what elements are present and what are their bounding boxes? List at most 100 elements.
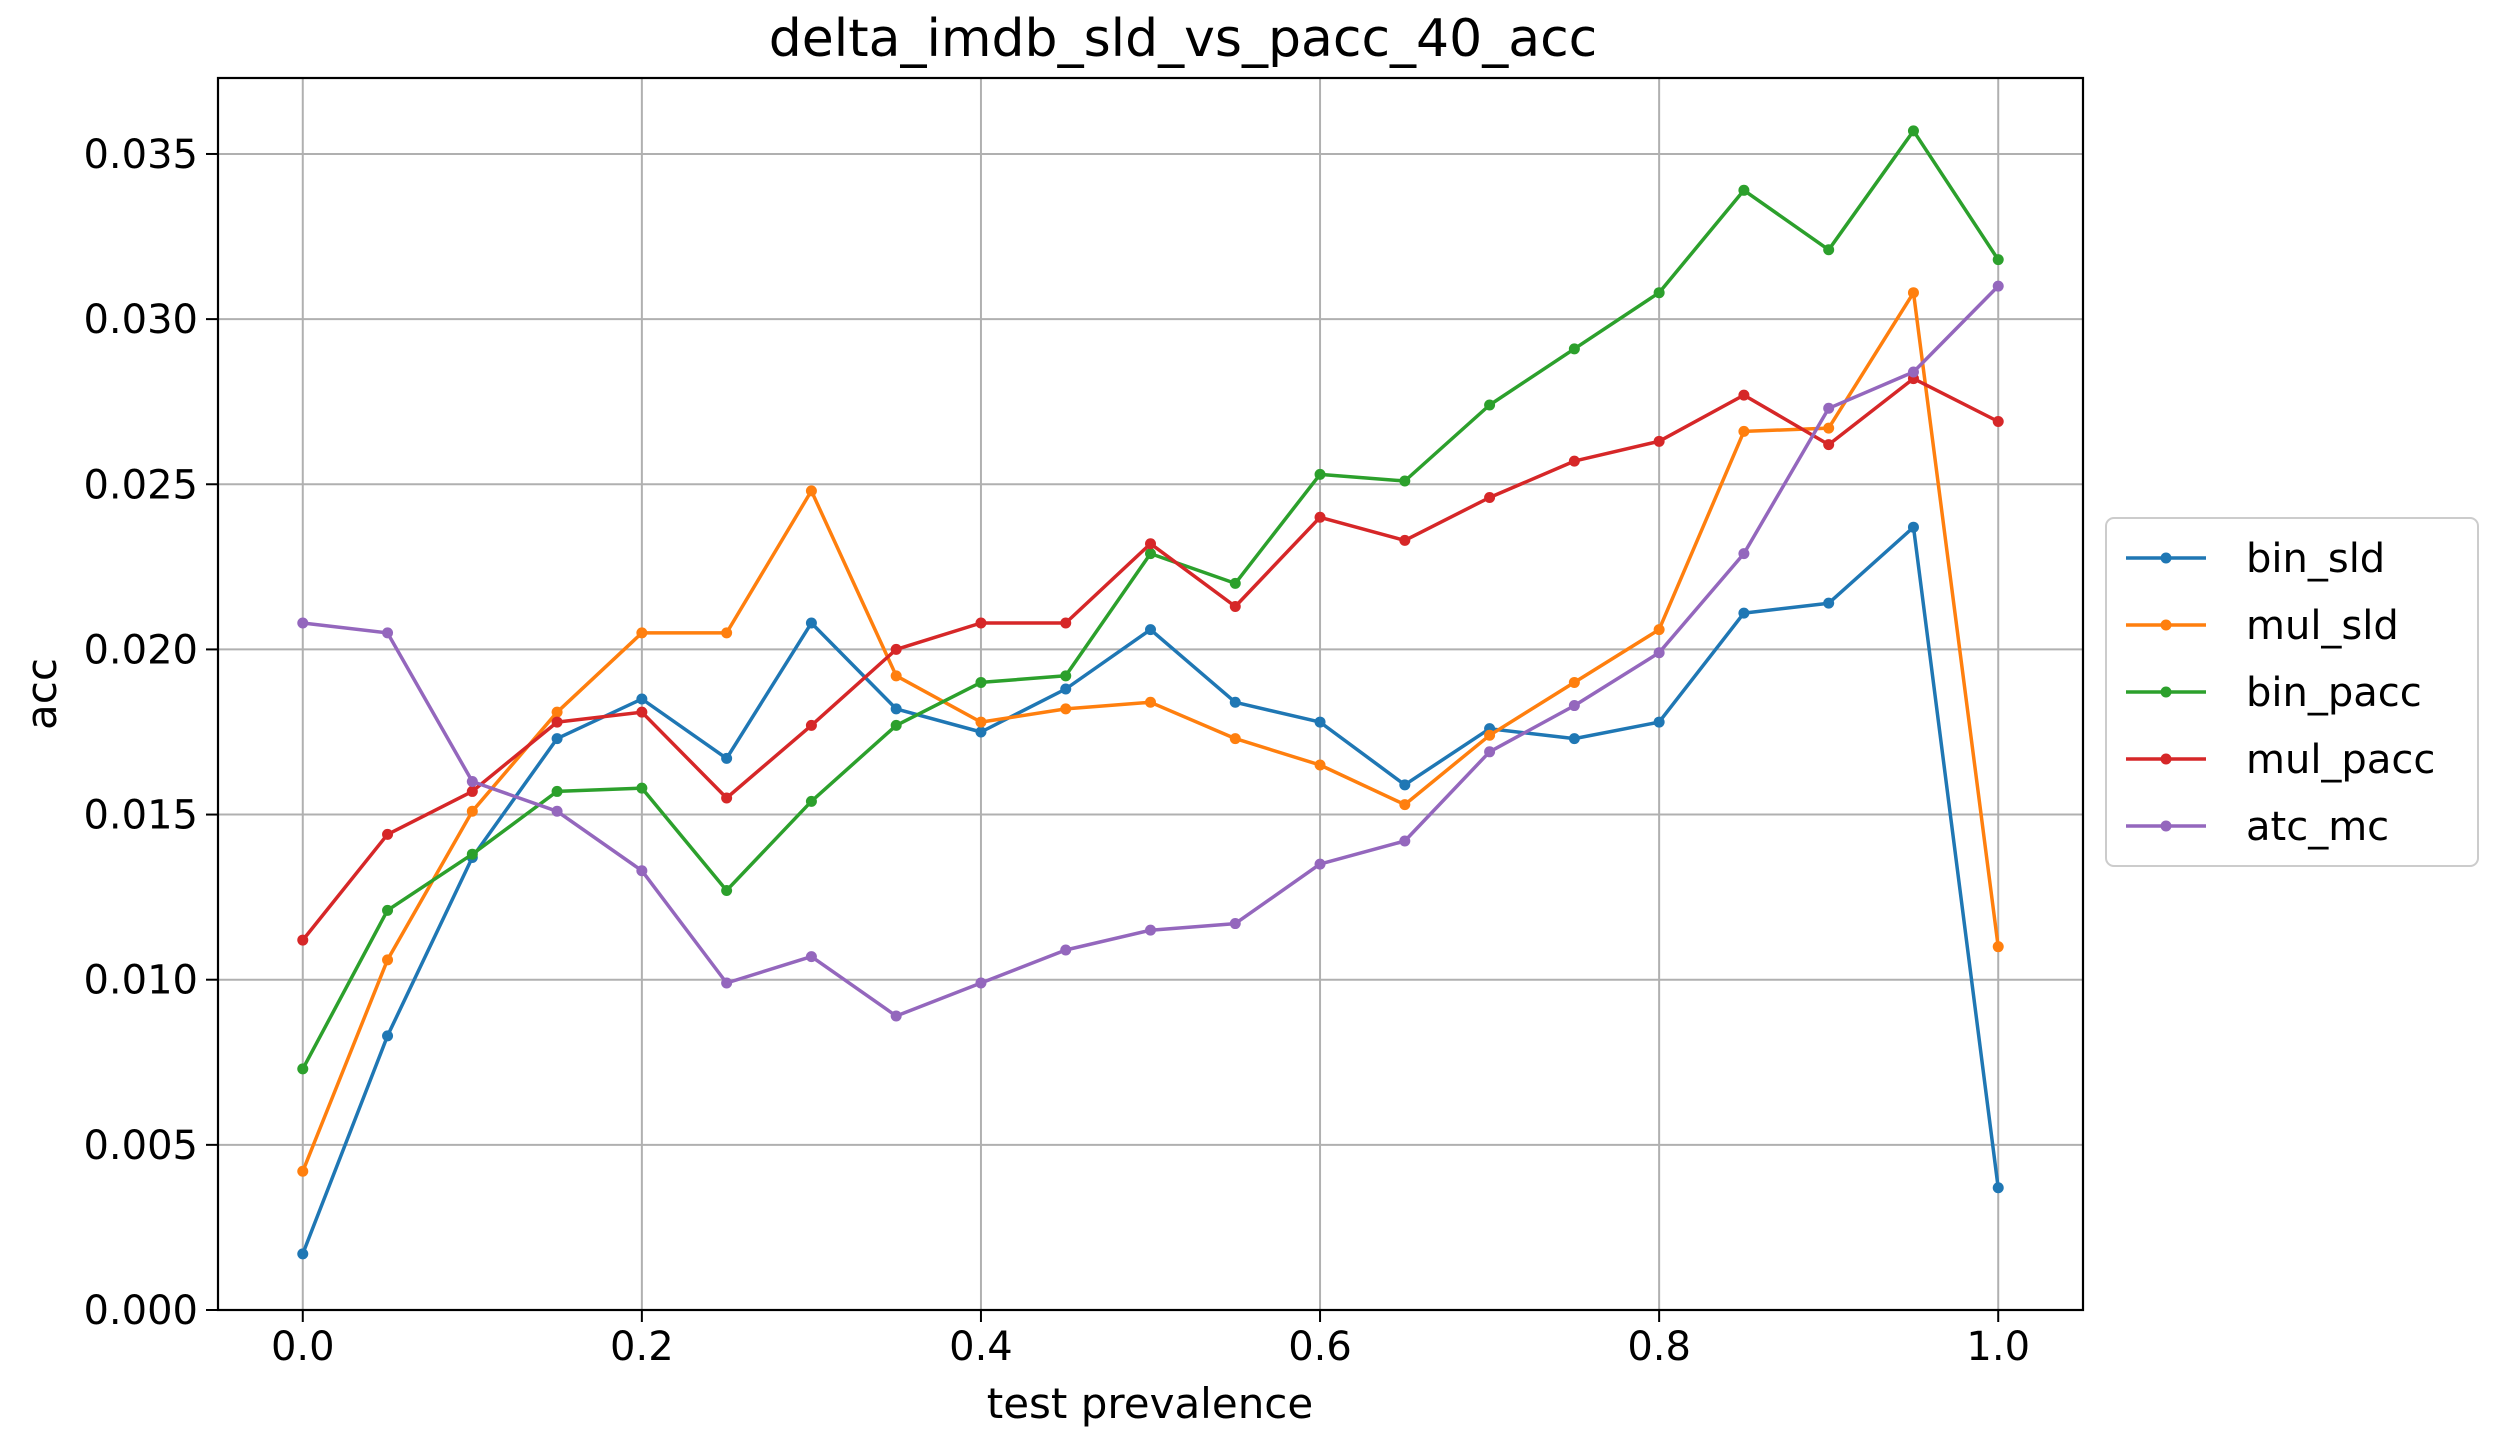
- data-point-mul_pacc: [1653, 435, 1665, 447]
- data-point-mul_pacc: [1823, 439, 1835, 451]
- data-point-mul_pacc: [1229, 600, 1241, 612]
- data-point-bin_pacc: [1314, 468, 1326, 480]
- x-tick-label: 0.0: [271, 1324, 335, 1370]
- data-point-mul_sld: [466, 805, 478, 817]
- data-point-bin_pacc: [1229, 577, 1241, 589]
- legend-label-bin_pacc: bin_pacc: [2246, 670, 2422, 716]
- data-point-atc_mc: [1314, 858, 1326, 870]
- y-tick-label: 0.035: [83, 132, 198, 178]
- series-atc_mc: [297, 280, 2004, 1022]
- data-point-mul_pacc: [1568, 455, 1580, 467]
- data-point-atc_mc: [1738, 548, 1750, 560]
- data-point-bin_sld: [1823, 597, 1835, 609]
- data-point-bin_pacc: [551, 785, 563, 797]
- data-point-atc_mc: [1823, 402, 1835, 414]
- data-point-bin_pacc: [1484, 399, 1496, 411]
- data-point-bin_sld: [1907, 521, 1919, 533]
- data-point-mul_sld: [1229, 733, 1241, 745]
- series-bin_pacc: [297, 125, 2004, 1075]
- data-point-bin_sld: [382, 1030, 394, 1042]
- data-point-mul_pacc: [721, 792, 733, 804]
- data-point-mul_pacc: [1060, 617, 1072, 629]
- data-point-bin_pacc: [382, 904, 394, 916]
- data-point-atc_mc: [1653, 647, 1665, 659]
- chart-title: delta_imdb_sld_vs_pacc_40_acc: [769, 9, 1598, 69]
- data-point-mul_pacc: [297, 934, 309, 946]
- data-point-bin_pacc: [975, 676, 987, 688]
- data-point-mul_pacc: [382, 828, 394, 840]
- data-point-bin_pacc: [297, 1063, 309, 1075]
- legend-marker-bin_sld: [2160, 552, 2172, 564]
- data-point-bin_sld: [636, 693, 648, 705]
- data-point-bin_sld: [1992, 1182, 2004, 1194]
- data-point-mul_sld: [1314, 759, 1326, 771]
- data-point-bin_sld: [1145, 624, 1156, 636]
- y-tick-label: 0.005: [83, 1123, 198, 1169]
- data-point-mul_sld: [975, 716, 987, 728]
- x-tick-label: 0.2: [610, 1324, 674, 1370]
- y-tick-label: 0.000: [83, 1288, 198, 1334]
- data-point-mul_sld: [721, 627, 733, 639]
- data-point-mul_sld: [636, 627, 648, 639]
- data-point-mul_pacc: [975, 617, 987, 629]
- data-point-bin_sld: [1568, 733, 1580, 745]
- legend-label-mul_sld: mul_sld: [2246, 603, 2399, 649]
- data-point-bin_sld: [805, 617, 817, 629]
- data-point-atc_mc: [382, 627, 394, 639]
- data-point-mul_pacc: [890, 643, 902, 655]
- x-tick-label: 1.0: [1966, 1324, 2030, 1370]
- data-point-atc_mc: [721, 977, 733, 989]
- data-point-bin_pacc: [1568, 343, 1580, 355]
- data-point-bin_pacc: [721, 885, 733, 897]
- legend: bin_sld mul_sld bin_pacc mul_pacc atc_mc: [2105, 517, 2479, 867]
- data-point-atc_mc: [551, 805, 563, 817]
- data-point-mul_sld: [1484, 729, 1496, 741]
- data-point-atc_mc: [1399, 835, 1411, 847]
- data-point-mul_pacc: [551, 716, 563, 728]
- x-axis-label: test prevalence: [987, 1379, 1314, 1428]
- data-point-bin_sld: [1399, 779, 1411, 791]
- data-point-atc_mc: [466, 776, 478, 788]
- data-point-mul_pacc: [805, 719, 817, 731]
- data-point-atc_mc: [975, 977, 987, 989]
- y-tick-label: 0.015: [83, 793, 198, 839]
- data-point-mul_sld: [1907, 287, 1919, 299]
- data-point-mul_sld: [382, 954, 394, 966]
- series-layer: [297, 125, 2004, 1260]
- data-point-bin_pacc: [1738, 184, 1750, 196]
- grid: [218, 78, 2083, 1311]
- data-point-mul_pacc: [466, 785, 478, 797]
- data-point-atc_mc: [1992, 280, 2004, 292]
- data-point-bin_sld: [721, 752, 733, 764]
- legend-label-atc_mc: atc_mc: [2246, 804, 2389, 850]
- data-point-mul_sld: [890, 670, 902, 682]
- x-tick-label: 0.4: [949, 1324, 1013, 1370]
- data-point-mul_pacc: [1484, 491, 1496, 503]
- data-point-mul_pacc: [1399, 534, 1411, 546]
- data-point-atc_mc: [1145, 924, 1156, 936]
- data-point-mul_sld: [551, 706, 563, 718]
- data-point-bin_sld: [890, 703, 902, 715]
- data-point-mul_sld: [1738, 425, 1750, 437]
- data-point-bin_pacc: [890, 719, 902, 731]
- data-point-mul_sld: [1568, 676, 1580, 688]
- ticks: 0.0 0.2 0.4 0.6 0.8 1.0 0.000 0.005 0.010 0.015 0.…: [83, 132, 2030, 1370]
- data-point-bin_pacc: [1823, 244, 1835, 256]
- data-point-mul_pacc: [636, 706, 648, 718]
- data-point-bin_sld: [297, 1248, 309, 1260]
- plot-frame: [216, 76, 2085, 1312]
- data-point-bin_pacc: [1653, 287, 1665, 299]
- legend-marker-atc_mc: [2160, 820, 2172, 832]
- data-point-bin_pacc: [1145, 548, 1156, 560]
- data-point-mul_pacc: [1314, 511, 1326, 523]
- data-point-mul_sld: [1060, 703, 1072, 715]
- data-point-atc_mc: [1484, 746, 1496, 758]
- data-point-mul_sld: [805, 485, 817, 497]
- data-point-mul_sld: [1145, 696, 1156, 708]
- data-point-atc_mc: [1060, 944, 1072, 956]
- x-tick-label: 0.6: [1288, 1324, 1352, 1370]
- legend-label-bin_sld: bin_sld: [2246, 536, 2385, 582]
- data-point-bin_pacc: [1399, 475, 1411, 487]
